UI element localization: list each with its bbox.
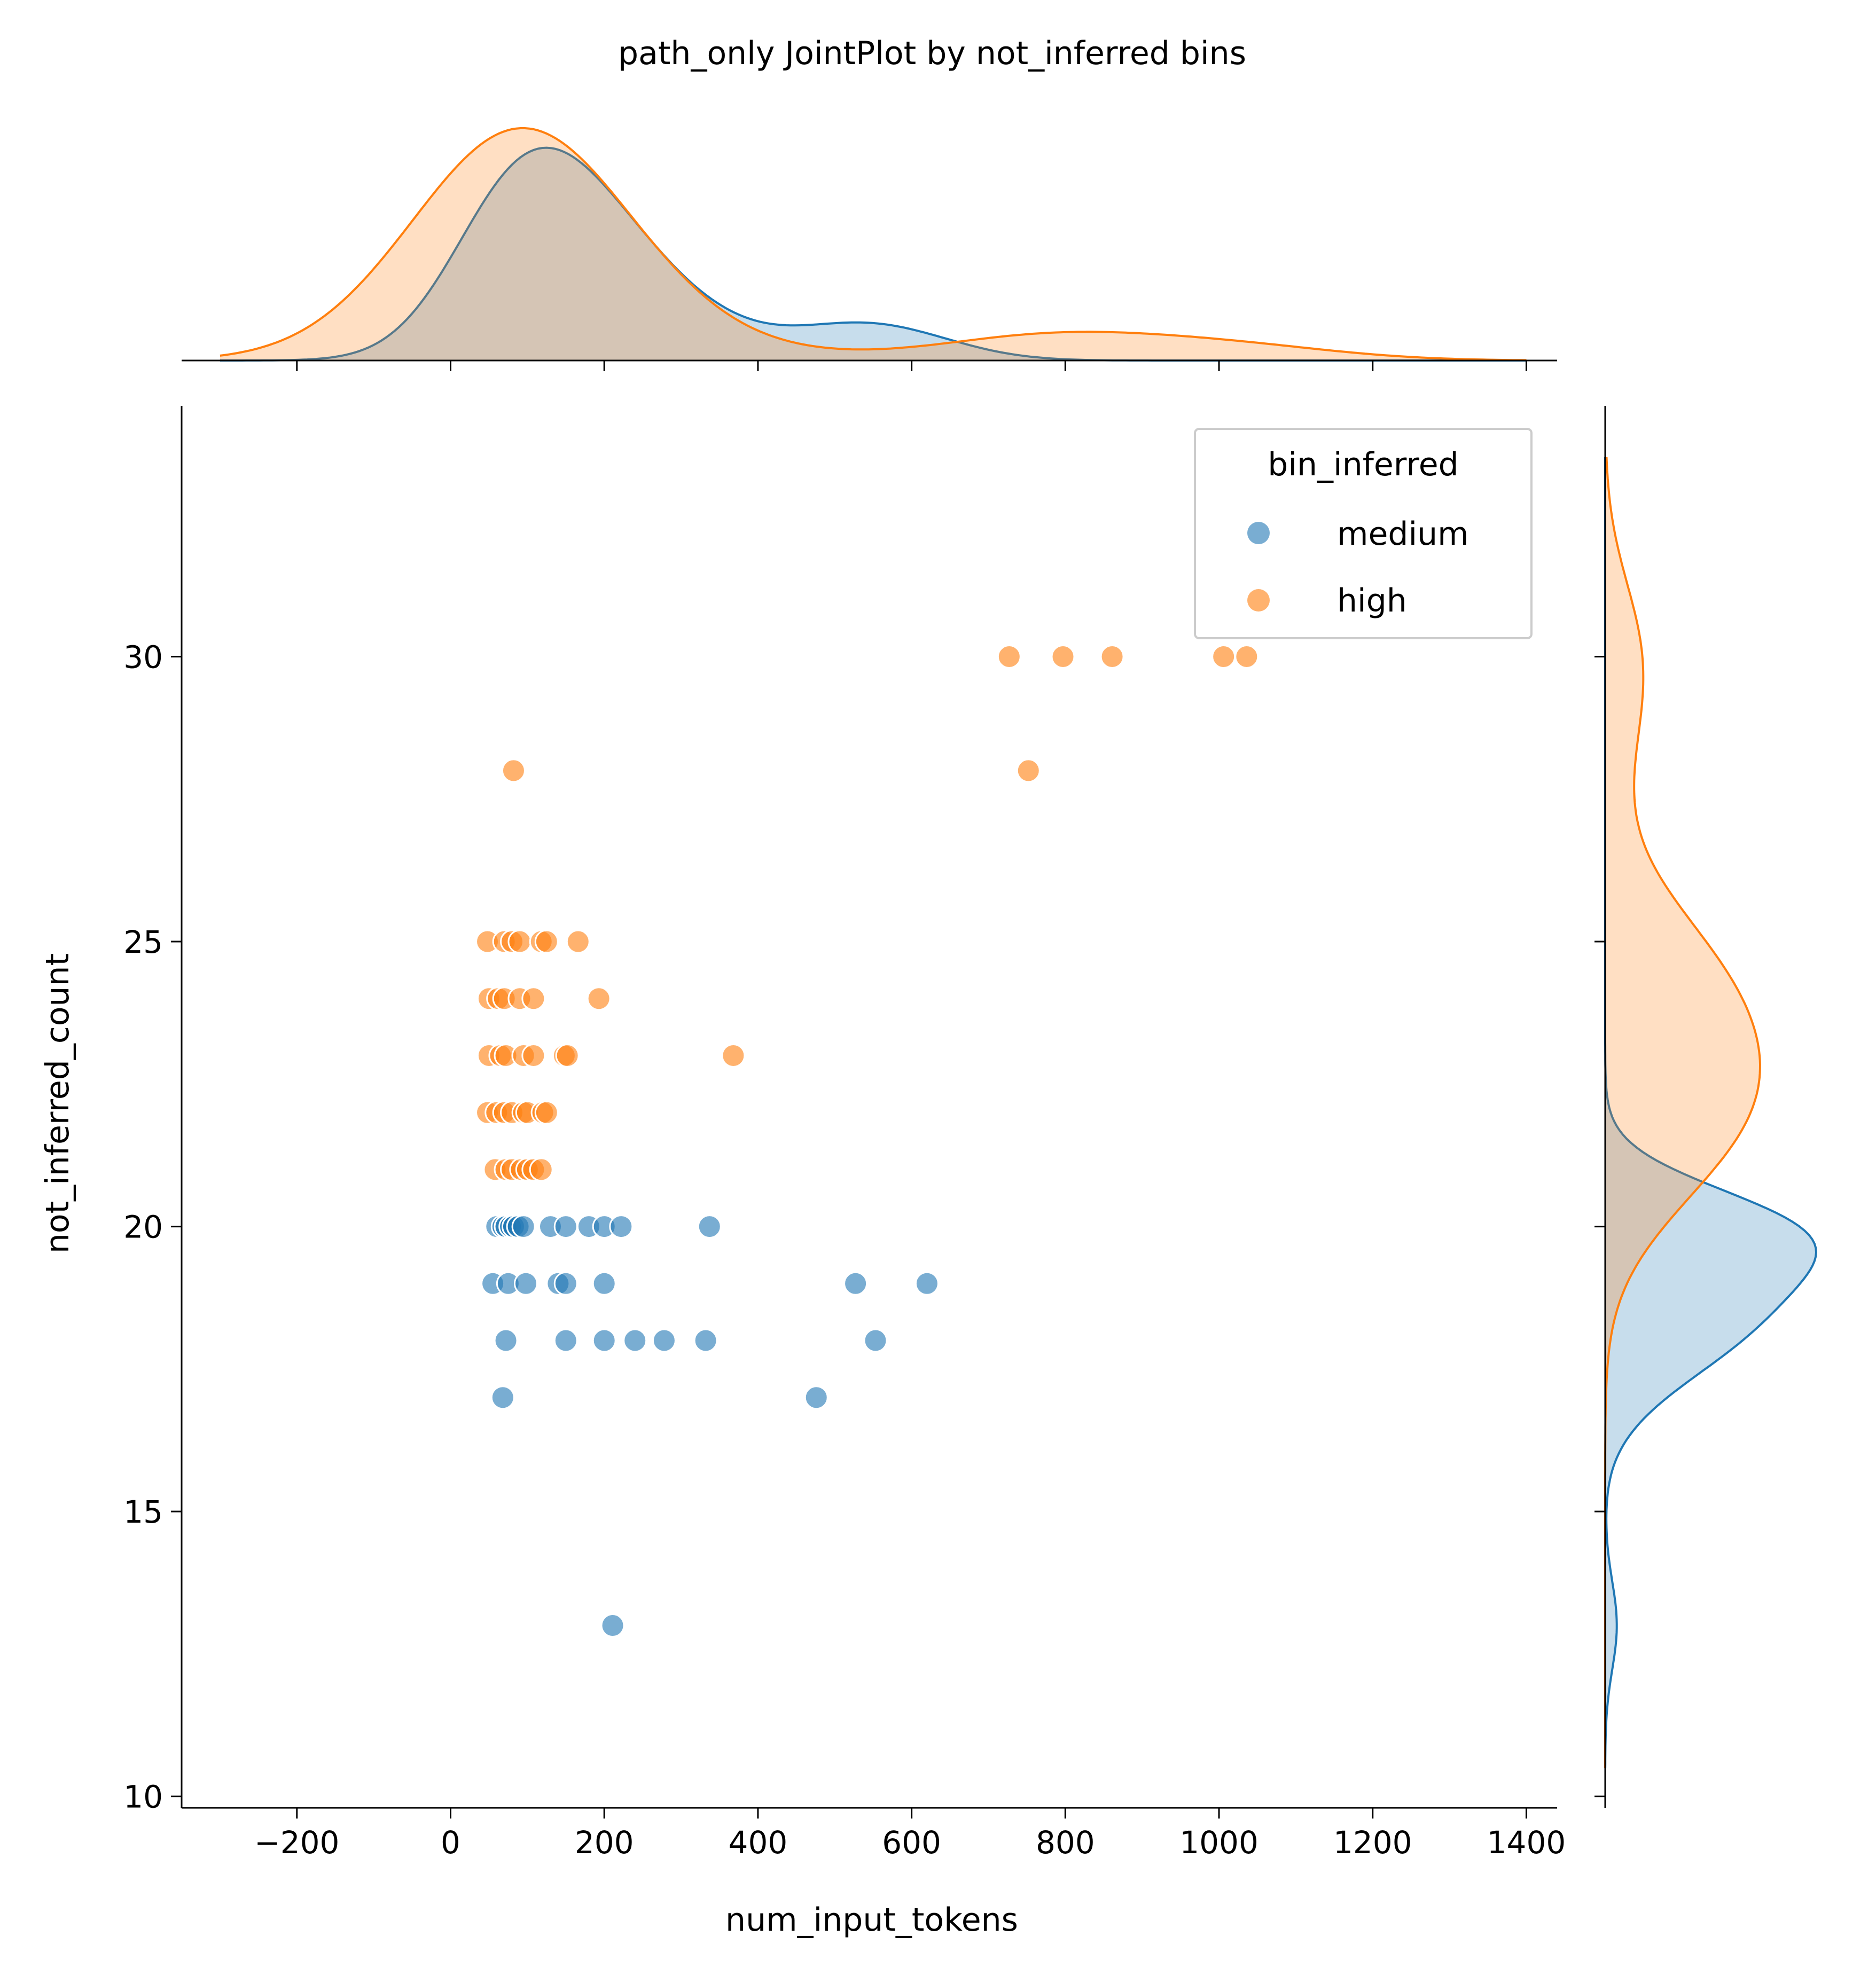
point-medium bbox=[600, 1613, 625, 1638]
y-tick-label: 30 bbox=[123, 639, 163, 676]
point-medium bbox=[553, 1271, 578, 1296]
point-medium bbox=[652, 1328, 676, 1353]
top-marginal-kde bbox=[182, 127, 1557, 371]
point-high bbox=[507, 929, 532, 954]
point-medium bbox=[490, 1385, 515, 1410]
x-tick-label: 1000 bbox=[1179, 1824, 1259, 1861]
point-medium bbox=[843, 1271, 868, 1296]
x-axis-label: num_input_tokens bbox=[725, 1901, 1018, 1939]
legend-frame bbox=[1194, 428, 1533, 639]
y-tick-label: 20 bbox=[123, 1209, 163, 1245]
right-kde-fill-high bbox=[1605, 457, 1760, 1768]
x-tick-label: 1400 bbox=[1487, 1824, 1566, 1861]
point-medium bbox=[494, 1328, 518, 1353]
x-tick-label: 200 bbox=[575, 1824, 634, 1861]
x-tick-label: 400 bbox=[729, 1824, 788, 1861]
x-tick-label: 600 bbox=[882, 1824, 941, 1861]
point-medium bbox=[914, 1271, 939, 1296]
point-high bbox=[521, 986, 546, 1011]
legend-title: bin_inferred bbox=[1268, 446, 1458, 483]
legend: bin_inferred medium high bbox=[1194, 428, 1533, 639]
point-medium bbox=[697, 1214, 722, 1239]
legend-marker-high bbox=[1247, 589, 1270, 612]
point-high bbox=[534, 1100, 559, 1125]
point-medium bbox=[553, 1328, 578, 1353]
point-high bbox=[566, 929, 590, 954]
y-tick-label: 15 bbox=[123, 1494, 163, 1530]
point-high bbox=[1016, 758, 1041, 783]
point-medium bbox=[592, 1328, 616, 1353]
legend-label-high: high bbox=[1337, 582, 1407, 620]
point-medium bbox=[609, 1214, 634, 1239]
point-medium bbox=[623, 1328, 647, 1353]
point-high bbox=[1234, 645, 1259, 669]
point-high bbox=[997, 645, 1021, 669]
x-tick-label: 800 bbox=[1036, 1824, 1095, 1861]
x-tick-label: −200 bbox=[254, 1824, 339, 1861]
point-medium bbox=[693, 1328, 718, 1353]
point-medium bbox=[863, 1328, 888, 1353]
x-tick-label: 0 bbox=[441, 1824, 460, 1861]
point-high bbox=[1211, 645, 1236, 669]
top-kde-fill-high bbox=[220, 128, 1527, 360]
point-high bbox=[501, 758, 526, 783]
legend-label-medium: medium bbox=[1337, 515, 1469, 553]
point-high bbox=[534, 929, 559, 954]
point-medium bbox=[511, 1214, 536, 1239]
point-medium bbox=[592, 1271, 616, 1296]
legend-marker-medium bbox=[1247, 522, 1270, 544]
y-axis-label: not_inferred_count bbox=[39, 953, 76, 1253]
axes: −200 0 200 400 600 800 1000 1200 1400 10 15 20 25 30 bbox=[123, 406, 1566, 1861]
scatter-points bbox=[475, 645, 1259, 1638]
point-medium bbox=[553, 1214, 578, 1239]
point-medium bbox=[513, 1271, 538, 1296]
top-kde-fill-medium bbox=[220, 147, 1527, 360]
point-high bbox=[521, 1043, 546, 1068]
point-high bbox=[587, 986, 611, 1011]
right-marginal-kde bbox=[1594, 406, 1818, 1808]
y-tick-label: 10 bbox=[123, 1779, 163, 1815]
y-tick-label: 25 bbox=[123, 924, 163, 960]
point-high bbox=[529, 1157, 553, 1182]
x-tick-label: 1200 bbox=[1333, 1824, 1412, 1861]
point-high bbox=[721, 1043, 746, 1068]
point-high bbox=[555, 1043, 580, 1068]
point-high bbox=[1051, 645, 1075, 669]
point-medium bbox=[804, 1385, 828, 1410]
top-kde-line-high bbox=[220, 127, 1527, 362]
chart-title: path_only JointPlot by not_inferred bins bbox=[618, 35, 1246, 72]
point-high bbox=[1100, 645, 1124, 669]
